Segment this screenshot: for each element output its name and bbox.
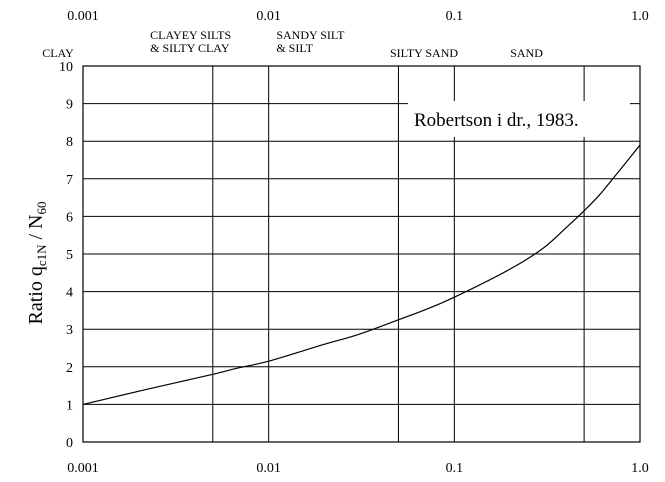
y-tick-label: 0 [66,436,73,451]
y-tick-label: 9 [66,98,73,113]
ticks: 0 1 2 3 4 5 6 7 8 9 10 0.001 0.01 0.1 1.0 0.001 0.01 0.1 1… [59,9,649,476]
y-tick-label: 6 [66,210,73,225]
y-tick-label: 10 [59,60,73,75]
y-tick-label: 2 [66,361,73,376]
y-axis-label-sub1: c1N [34,244,49,266]
annotation-text: Robertson i dr., 1983. [414,110,579,131]
y-axis-label-prefix: Ratio q [25,266,47,324]
soil-zone-label: & SILT [276,41,313,55]
x-tick-label-top: 0.1 [446,9,464,24]
y-tick-label: 7 [66,173,73,188]
soil-zone-label: CLAYEY SILTS [150,28,231,42]
soil-zone-label: SANDY SILT [276,28,345,42]
y-tick-label: 8 [66,135,73,150]
y-tick-label: 1 [66,398,73,413]
soil-zone-label: SAND [510,46,543,60]
soil-zone-label: SILTY SAND [390,46,458,60]
y-tick-label: 4 [66,286,73,301]
x-tick-label-bottom: 0.1 [446,461,464,476]
x-tick-label-bottom: 0.01 [256,461,281,476]
y-tick-label: 3 [66,323,73,338]
soil-labels: CLAY CLAYEY SILTS& SILTY CLAY SANDY SILT& … [42,28,543,60]
plot-frame [82,65,641,443]
x-tick-label-top: 0.01 [256,9,281,24]
series [82,144,641,405]
x-tick-label-bottom: 1.0 [631,461,649,476]
series-line [82,144,641,405]
x-tick-label-top: 0.001 [67,9,99,24]
x-tick-label-bottom: 0.001 [67,461,99,476]
annotation-background [408,101,630,137]
y-axis-label-mid: / N [25,214,47,244]
soil-zone-label: CLAY [42,46,74,60]
x-tick-label-top: 1.0 [631,9,649,24]
y-axis-label-sub2: 60 [34,201,49,214]
y-tick-label: 5 [66,248,73,263]
y-axis-label: Ratio qc1N / N60 [25,201,49,324]
soil-zone-label: & SILTY CLAY [150,41,230,55]
